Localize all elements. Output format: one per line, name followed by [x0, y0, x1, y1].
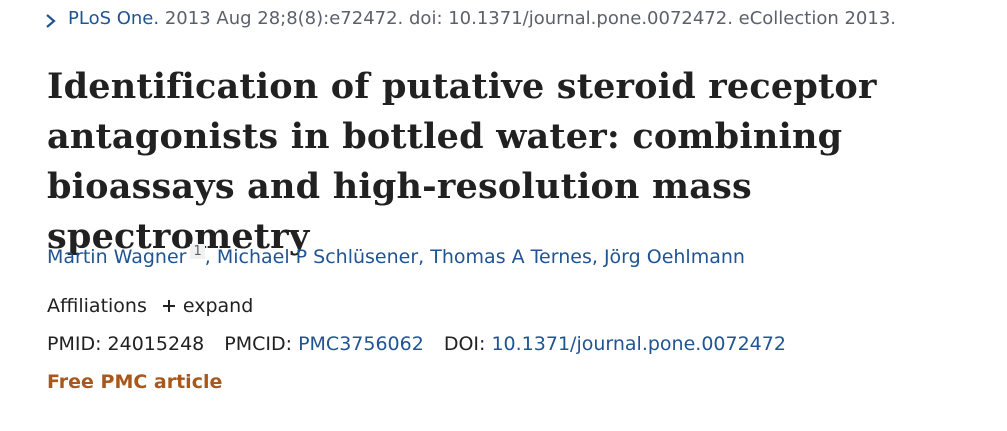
author-separator: , — [204, 246, 217, 268]
plus-icon[interactable] — [161, 298, 177, 314]
identifier: PMID: 24015248 — [47, 333, 204, 355]
author-link[interactable]: Thomas A Ternes — [430, 246, 592, 268]
author-link[interactable]: Martin Wagner — [47, 246, 187, 268]
article-title: Identification of putative steroid recep… — [47, 66, 877, 257]
identifier-value[interactable]: 10.1371/journal.pone.0072472 — [491, 333, 786, 355]
affiliation-ref[interactable]: 1 — [190, 244, 205, 259]
author-link[interactable]: Michael P Schlüsener — [216, 246, 419, 268]
chevron-icon — [46, 14, 56, 28]
author-separator: , — [418, 246, 431, 268]
identifier-value: 24015248 — [107, 333, 205, 355]
author-link[interactable]: Jörg Oehlmann — [603, 246, 745, 268]
identifier: DOI: 10.1371/journal.pone.0072472 — [444, 333, 786, 355]
identifier: PMCID: PMC3756062 — [224, 333, 424, 355]
free-pmc-badge: Free PMC article — [47, 371, 223, 393]
affiliations-label: Affiliations — [47, 295, 147, 317]
affiliations: Affiliations expand — [47, 295, 253, 317]
identifier-label: PMID: — [47, 333, 102, 355]
identifiers: PMID: 24015248 PMCID: PMC3756062 DOI: 10.1… — [47, 333, 806, 355]
expand-toggle[interactable]: expand — [182, 295, 254, 317]
journal-link[interactable]: PLoS One. — [68, 8, 160, 29]
identifier-value[interactable]: PMC3756062 — [298, 333, 424, 355]
author-separator: , — [591, 246, 604, 268]
identifier-label: PMCID: — [224, 333, 293, 355]
identifier-label: DOI: — [443, 333, 486, 355]
citation-details: 2013 Aug 28;8(8):e72472. doi: 10.1371/jo… — [164, 8, 897, 29]
citation: PLoS One. 2013 Aug 28;8(8):e72472. doi: … — [46, 8, 897, 29]
authors: Martin Wagner 1, Michael P Schlüsener, Th… — [47, 244, 745, 268]
